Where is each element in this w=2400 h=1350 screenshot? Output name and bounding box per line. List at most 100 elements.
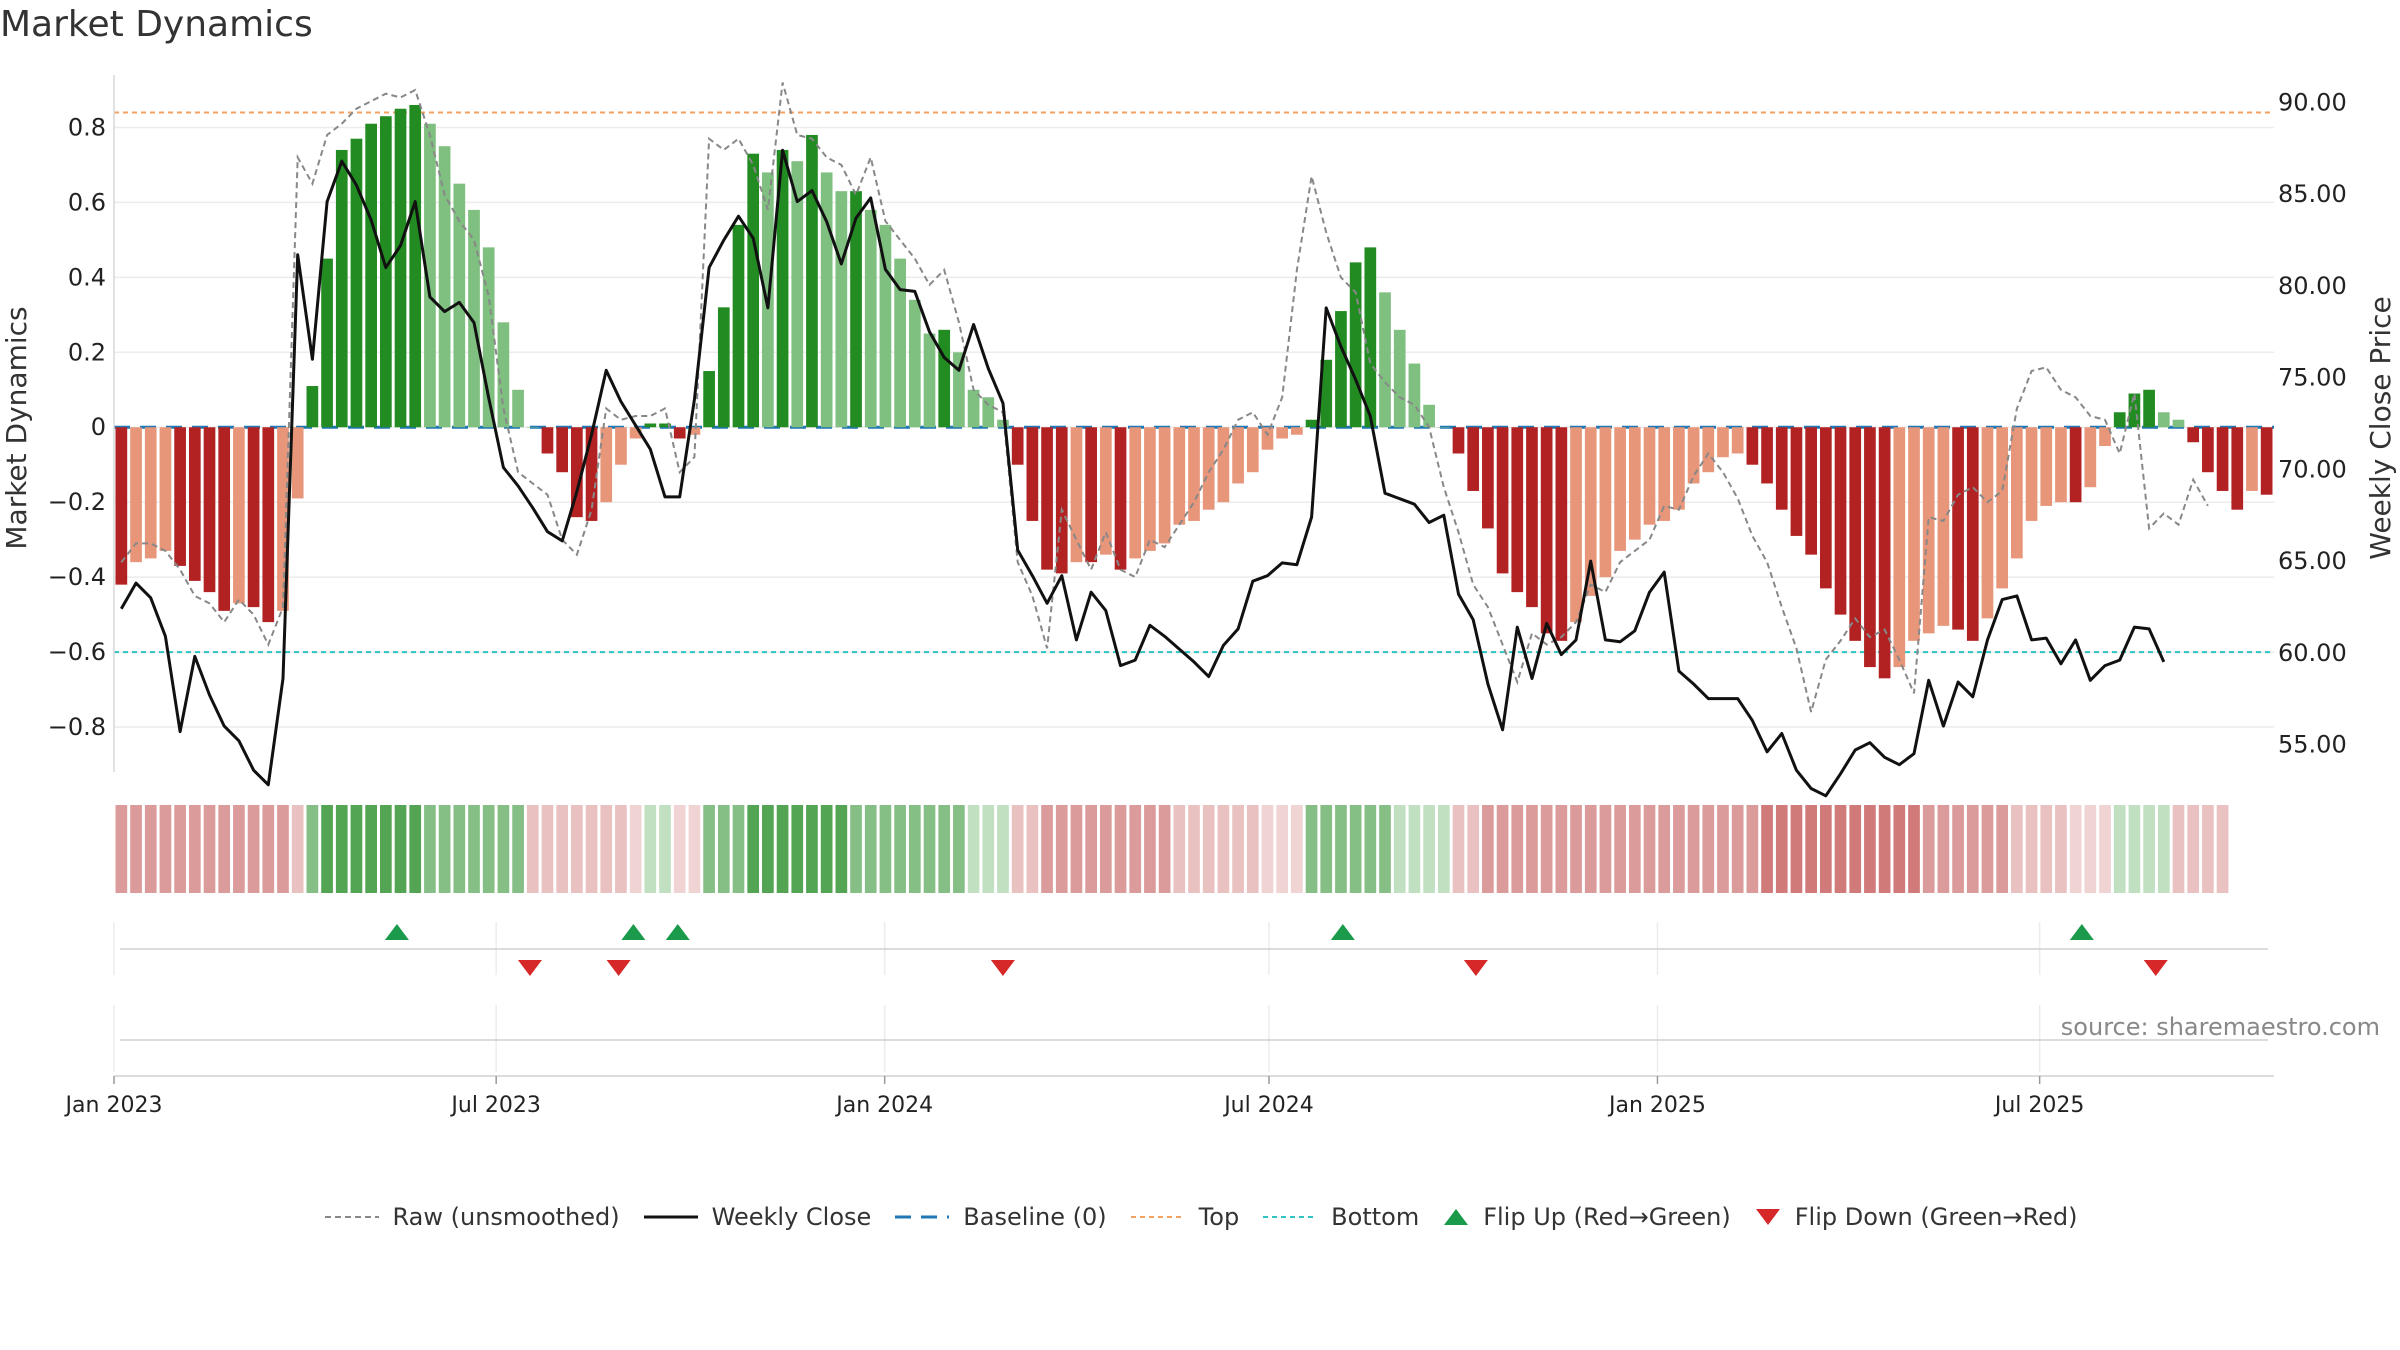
y2-tick-label: 80.00	[2278, 272, 2347, 300]
ribbon-segment	[2202, 805, 2214, 893]
legend-swatch-raw	[324, 1216, 379, 1218]
ribbon-segment	[1864, 805, 1876, 893]
ribbon-segment	[585, 805, 598, 893]
oscillator-bar	[2055, 427, 2067, 503]
ribbon-segment	[997, 805, 1009, 893]
ribbon-segment	[1379, 805, 1391, 893]
ribbon-segment	[1599, 805, 1612, 893]
ribbon-segment	[806, 805, 818, 893]
oscillator-bar	[218, 427, 231, 611]
legend-item-flip-up: Flip Up (Red→Green)	[1441, 1203, 1731, 1231]
oscillator-bar	[1511, 427, 1524, 593]
oscillator-bar	[1599, 427, 1612, 578]
oscillator-bar	[1673, 427, 1685, 510]
y-tick-label: 0.4	[68, 263, 106, 291]
ribbon-segment	[850, 805, 862, 893]
oscillator-bar	[1540, 427, 1553, 634]
ribbon-segment	[1026, 805, 1039, 893]
oscillator-bar	[820, 172, 833, 428]
ribbon-segment	[1849, 805, 1862, 893]
ribbon-segment	[879, 805, 892, 893]
oscillator-bar	[468, 209, 480, 428]
ribbon-segment	[1011, 805, 1024, 893]
legend-item-close: Weekly Close	[642, 1203, 871, 1231]
oscillator-bar	[629, 427, 642, 439]
ribbon-segment	[438, 805, 451, 893]
ribbon-segment	[1041, 805, 1053, 893]
ribbon-segment	[144, 805, 157, 893]
ribbon-segment	[1158, 805, 1171, 893]
ribbon-segment	[1937, 805, 1950, 893]
oscillator-bar	[306, 386, 319, 428]
ribbon-segment	[1540, 805, 1553, 893]
oscillator-bar	[1173, 427, 1186, 525]
ribbon-segment	[1584, 805, 1597, 893]
oscillator-bar	[1452, 427, 1465, 454]
oscillator-bar	[203, 427, 216, 593]
oscillator-bar	[497, 322, 510, 428]
oscillator-bar	[982, 397, 995, 428]
oscillator-bar	[2069, 427, 2082, 503]
oscillator-bar	[659, 423, 671, 428]
oscillator-bar	[1335, 311, 1347, 428]
oscillator-bar	[1702, 427, 1715, 473]
ribbon-segment	[1673, 805, 1685, 893]
ribbon-segment	[453, 805, 466, 893]
ribbon-segment	[2040, 805, 2053, 893]
legend-swatch-close	[643, 1215, 698, 1219]
flip-down-marker	[2143, 960, 2168, 976]
x-tick-label: Jul 2024	[1222, 1093, 1314, 1118]
ribbon-segment	[1364, 805, 1377, 893]
ribbon-segment	[1291, 805, 1303, 893]
oscillator-bar	[1687, 427, 1700, 484]
ribbon-segment	[1746, 805, 1759, 893]
flip-down-icon	[1755, 1209, 1780, 1225]
oscillator-bar	[791, 161, 804, 428]
oscillator-bar	[2216, 427, 2229, 491]
ribbon-segment	[2157, 805, 2170, 893]
ribbon-segment	[1467, 805, 1480, 893]
oscillator-bar	[1114, 427, 1127, 570]
ribbon-segment	[629, 805, 642, 893]
ribbon-segment	[762, 805, 774, 893]
oscillator-bar	[159, 427, 172, 551]
ribbon-segment	[497, 805, 510, 893]
ribbon-segment	[659, 805, 671, 893]
oscillator-bar	[908, 299, 921, 428]
y2-tick-label: 85.00	[2278, 180, 2347, 208]
page-title: Market Dynamics	[0, 4, 313, 45]
oscillator-bar	[953, 352, 965, 428]
oscillator-bar	[1393, 329, 1406, 428]
flip-up-marker	[1330, 924, 1355, 940]
oscillator-bar	[894, 258, 906, 428]
ribbon-segment	[1570, 805, 1582, 893]
ribbon-segment	[1658, 805, 1671, 893]
y-tick-label: −0.6	[48, 638, 106, 666]
ribbon-segment	[1070, 805, 1083, 893]
y-tick-label: −0.2	[48, 488, 106, 516]
ribbon-segment	[908, 805, 921, 893]
oscillator-bar	[2231, 427, 2244, 510]
oscillator-bar	[115, 427, 128, 585]
oscillator-bar	[1878, 427, 1891, 679]
ribbon-segment	[703, 805, 715, 893]
oscillator-bar	[130, 427, 142, 563]
oscillator-bar	[1041, 427, 1053, 570]
series-lines	[119, 82, 2209, 798]
ribbon-segment	[335, 805, 348, 893]
oscillator-bar	[1144, 427, 1156, 551]
ribbon-segment	[1496, 805, 1509, 893]
ribbon-segment	[923, 805, 936, 893]
oscillator-bar	[2099, 427, 2111, 446]
ribbon-segment	[673, 805, 686, 893]
ribbon-segment	[1893, 805, 1906, 893]
y-tick-label: 0.6	[68, 188, 106, 216]
ribbon-segment	[1966, 805, 1979, 893]
ribbon-segment	[1393, 805, 1406, 893]
ribbon-segment	[1717, 805, 1729, 893]
flip-down-marker	[1463, 960, 1488, 976]
oscillator-bar	[365, 123, 377, 428]
y2-axis-label: Weekly Close Price	[2364, 296, 2397, 559]
ribbon-segment	[2172, 805, 2185, 893]
ribbon-segment	[409, 805, 422, 893]
